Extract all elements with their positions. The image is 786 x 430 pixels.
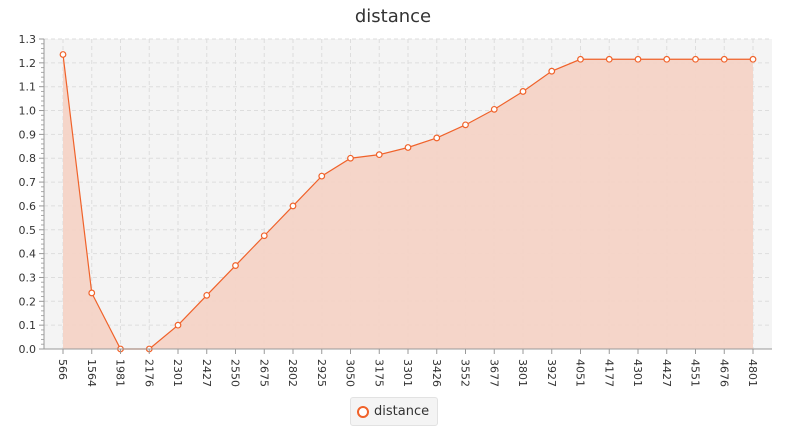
x-tick-label: 3677	[487, 359, 500, 387]
data-point	[433, 134, 441, 142]
data-point	[260, 232, 268, 240]
data-point	[605, 55, 613, 63]
data-point	[577, 55, 584, 63]
data-point	[749, 55, 757, 63]
data-point	[289, 202, 297, 210]
data-point	[375, 151, 383, 159]
x-tick-label: 1981	[114, 359, 127, 387]
x-tick-label: 2925	[315, 359, 328, 387]
legend[interactable]: distance	[350, 397, 439, 426]
data-point	[462, 121, 469, 129]
x-tick-label: 3175	[372, 359, 385, 387]
x-tick-label: 3927	[545, 359, 558, 387]
x-tick-label: 2550	[229, 359, 242, 387]
x-tick-label: 4177	[602, 359, 615, 387]
data-point	[318, 172, 326, 180]
data-point	[174, 321, 182, 329]
y-tick-label: 0.8	[19, 152, 37, 165]
data-point	[663, 55, 671, 63]
x-tick-label: 4801	[746, 359, 759, 387]
x-tick-label: 2802	[286, 359, 299, 387]
x-tick-label: 1564	[85, 359, 98, 387]
data-point	[232, 262, 239, 269]
data-point	[347, 154, 354, 162]
x-tick-label: 4051	[574, 359, 587, 387]
x-tick-label: 566	[56, 359, 69, 380]
x-tick-label: 3801	[516, 359, 529, 387]
data-point	[720, 55, 728, 63]
data-point	[88, 289, 96, 297]
x-tick-label: 4301	[631, 359, 644, 387]
x-tick-label: 2301	[171, 359, 184, 387]
data-point	[519, 88, 527, 95]
y-tick-label: 1.1	[19, 81, 37, 94]
x-tick-label: 2176	[142, 359, 155, 387]
y-tick-label: 0.2	[19, 295, 37, 308]
data-point	[692, 55, 699, 63]
series-area	[63, 54, 753, 349]
data-point	[203, 291, 211, 299]
data-point	[548, 67, 556, 75]
x-tick-label: 3050	[344, 359, 357, 387]
data-point	[404, 144, 412, 151]
y-tick-label: 1.0	[19, 105, 37, 118]
y-tick-label: 0.1	[19, 319, 37, 332]
y-tick-label: 0.9	[19, 128, 37, 141]
y-tick-label: 0.4	[19, 248, 37, 261]
x-tick-label: 4676	[717, 359, 730, 387]
x-tick-label: 4551	[689, 359, 702, 387]
y-tick-label: 0.3	[19, 271, 37, 284]
axes	[39, 38, 772, 354]
y-tick-label: 0.7	[19, 176, 37, 189]
x-tick-labels: 566 1564 1981 2176 2301 2427 2550 2675 2802 2925 3…	[56, 359, 759, 387]
x-tick-label: 2675	[257, 359, 270, 387]
data-point	[59, 51, 67, 58]
y-tick-label: 1.3	[19, 33, 37, 46]
chart-title: distance	[354, 6, 432, 27]
x-tick-label: 3301	[401, 359, 414, 387]
y-tick-labels: 0.0 0.1 0.2 0.3 0.4 0.5 0.6 0.7 0.8 0.9 1.0 1.1 1.2 1…	[19, 33, 37, 356]
data-point	[490, 105, 498, 113]
x-tick-label: 4427	[660, 359, 673, 387]
x-tick-label: 3426	[430, 359, 443, 387]
y-tick-label: 0.6	[19, 200, 37, 213]
y-tick-label: 0.0	[19, 343, 37, 356]
legend-label: distance	[374, 404, 430, 419]
series-points	[59, 51, 757, 353]
y-tick-label: 1.2	[19, 57, 37, 70]
y-tick-label: 0.5	[19, 224, 37, 237]
data-point	[634, 55, 642, 63]
legend-symbol	[357, 405, 369, 418]
x-tick-label: 2427	[200, 359, 213, 387]
x-tick-label: 3552	[459, 359, 472, 387]
